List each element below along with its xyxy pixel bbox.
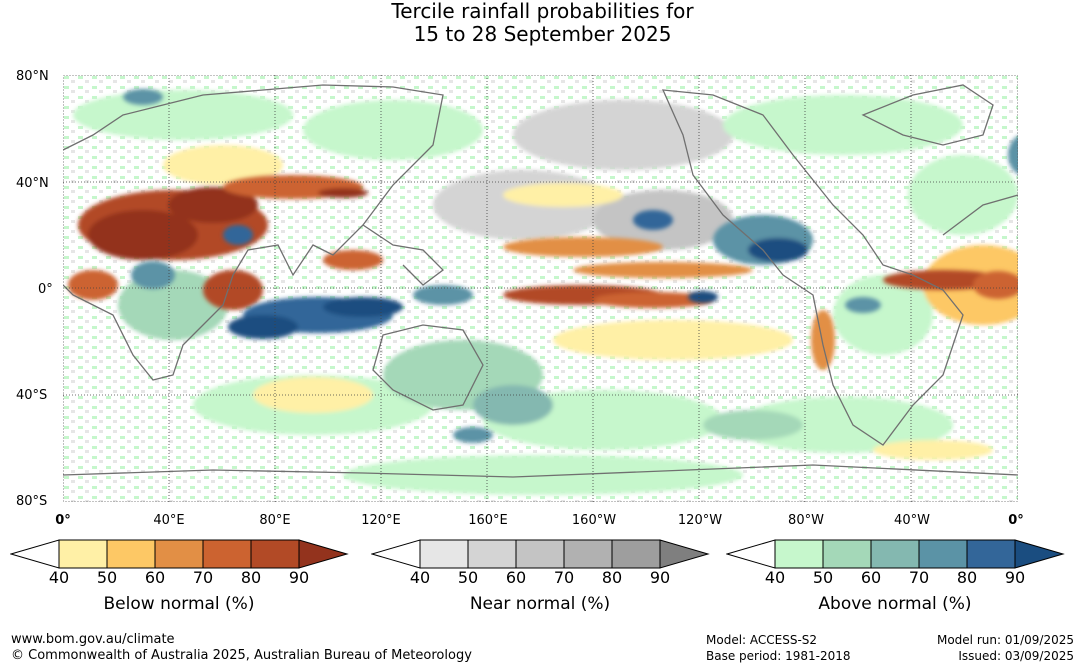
below-swatch-6 [298, 539, 349, 569]
near-swatch-3 [515, 539, 565, 569]
near-tick: 50 [457, 568, 479, 587]
below-tick: 90 [288, 568, 310, 587]
world-map [62, 75, 1043, 502]
near-swatch-2 [467, 539, 517, 569]
lon-label-0-right: 0° [1008, 513, 1024, 528]
legend-below-caption: Below normal (%) [103, 594, 255, 614]
above-tick: 70 [908, 568, 930, 587]
coastlines [62, 84, 1019, 478]
title-line-1: Tercile rainfall probabilities for [391, 0, 694, 23]
greenland-coast [861, 84, 994, 146]
lat-label-40s: 40°S [16, 388, 48, 403]
below-swatch-0 [10, 539, 60, 569]
near-swatch-5 [611, 539, 661, 569]
southeast-asia-coast [362, 224, 444, 286]
legend-below-normal-colorbar [10, 539, 349, 569]
map-frame [63, 75, 1018, 502]
lon-label-160e: 160°E [468, 513, 508, 528]
lat-label-40n: 40°N [16, 176, 49, 191]
footer-model-run: Model run: 01/09/2025 [936, 633, 1074, 647]
below-tick: 50 [96, 568, 118, 587]
above-normal-zones [123, 89, 1038, 443]
legend-near-normal-colorbar [371, 539, 710, 569]
lon-label-40w: 40°W [894, 513, 930, 528]
lon-label-120w: 120°W [677, 513, 723, 528]
lon-label-40e: 40°E [153, 513, 185, 528]
near-tick: 80 [601, 568, 623, 587]
above-tick: 50 [812, 568, 834, 587]
probability-map-svg [62, 75, 1043, 502]
legend-near-caption: Near normal (%) [469, 594, 611, 614]
eurasia-africa-coast [62, 84, 444, 381]
map-title: Tercile rainfall probabilities for 15 to… [0, 0, 1085, 46]
above-swatch-5 [966, 539, 1016, 569]
footer-issued: Issued: 03/09/2025 [958, 649, 1074, 663]
below-swatch-5 [250, 539, 300, 569]
above-swatch-1 [774, 539, 824, 569]
below-tick: 80 [240, 568, 262, 587]
lon-label-0-left: 0° [55, 513, 71, 528]
below-tick: 40 [48, 568, 70, 587]
footer-model: Model: ACCESS-S2 [706, 633, 818, 647]
below-tick: 70 [192, 568, 214, 587]
above-swatch-6 [1014, 539, 1065, 569]
below-swatch-4 [202, 539, 252, 569]
footer-url[interactable]: www.bom.gov.au/climate [11, 632, 175, 647]
lat-label-80n: 80°N [16, 69, 49, 84]
americas-coast [661, 89, 964, 446]
below-swatch-2 [106, 539, 156, 569]
lon-label-80w: 80°W [788, 513, 824, 528]
legend-above-caption: Above normal (%) [818, 594, 972, 614]
near-tick: 90 [649, 568, 671, 587]
above-tick: 60 [860, 568, 882, 587]
lon-label-160w: 160°W [571, 513, 617, 528]
graticule [63, 75, 1018, 502]
above-swatch-3 [870, 539, 920, 569]
near-swatch-4 [563, 539, 613, 569]
below-tick: 60 [144, 568, 166, 587]
below-swatch-3 [154, 539, 204, 569]
above-swatch-2 [822, 539, 872, 569]
antarctica-coast [62, 464, 1019, 478]
above-swatch-4 [918, 539, 968, 569]
lat-label-equator: 0° [38, 282, 53, 297]
near-tick: 70 [553, 568, 575, 587]
near-tick: 60 [505, 568, 527, 587]
above-swatch-0 [726, 539, 776, 569]
australia-coast [372, 324, 484, 411]
lon-label-120e: 120°E [361, 513, 401, 528]
footer-base-period: Base period: 1981-2018 [706, 649, 851, 663]
europe-coast [942, 194, 1019, 236]
below-swatch-1 [58, 539, 108, 569]
lat-label-80s: 80°S [16, 494, 48, 509]
legend-above-normal-colorbar [726, 539, 1065, 569]
near-swatch-0 [371, 539, 421, 569]
above-tick: 80 [956, 568, 978, 587]
near-swatch-1 [419, 539, 469, 569]
above-tick: 40 [764, 568, 786, 587]
near-swatch-6 [659, 539, 710, 569]
below-normal-zones [68, 175, 1023, 370]
footer-copyright: © Commonwealth of Australia 2025, Austra… [11, 648, 472, 663]
above-tick: 90 [1004, 568, 1026, 587]
lon-label-80e: 80°E [259, 513, 291, 528]
title-line-2: 15 to 28 September 2025 [413, 22, 672, 46]
near-tick: 40 [409, 568, 431, 587]
